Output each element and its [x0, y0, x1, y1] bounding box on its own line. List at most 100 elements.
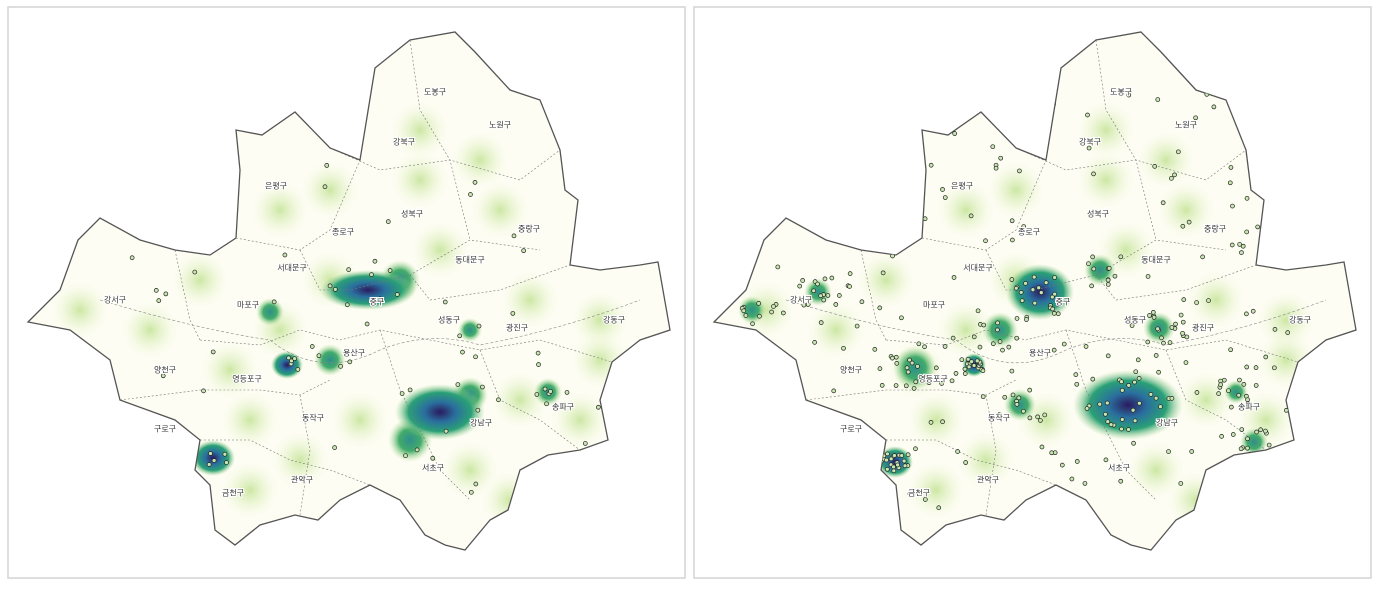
- heat-low: [988, 162, 1044, 218]
- point: [877, 305, 883, 311]
- district-label: 광진구: [1192, 323, 1214, 333]
- point: [903, 383, 909, 389]
- point: [1031, 274, 1037, 280]
- point: [271, 299, 277, 305]
- point: [1036, 285, 1042, 291]
- point: [880, 270, 886, 276]
- point: [1014, 335, 1020, 341]
- heat-mid: [458, 318, 482, 342]
- district-label: 금천구: [908, 488, 930, 498]
- point: [965, 356, 971, 362]
- point: [1147, 313, 1152, 318]
- point: [211, 458, 217, 463]
- point: [1069, 476, 1075, 482]
- district-label: 중랑구: [1204, 224, 1226, 234]
- district-label: 강북구: [393, 137, 415, 147]
- point: [1089, 283, 1094, 289]
- point: [544, 401, 549, 407]
- district-label: 종로구: [332, 228, 354, 237]
- point: [163, 291, 169, 297]
- point: [332, 445, 337, 450]
- point: [1009, 277, 1015, 282]
- point: [377, 296, 383, 302]
- point: [933, 365, 939, 371]
- heat-low: [252, 182, 308, 238]
- district-label: 강북구: [1079, 137, 1101, 147]
- point: [942, 344, 948, 349]
- point: [993, 165, 999, 171]
- point: [990, 341, 996, 347]
- heat-low: [302, 162, 358, 218]
- point: [1283, 408, 1289, 413]
- point: [1253, 383, 1259, 388]
- point: [837, 293, 842, 298]
- point: [812, 340, 817, 345]
- point: [1135, 357, 1141, 363]
- point: [1155, 326, 1160, 332]
- point: [743, 313, 749, 318]
- point: [1073, 372, 1079, 377]
- heat-low: [52, 282, 108, 338]
- district-label: 성북구: [401, 210, 423, 219]
- point: [129, 255, 135, 261]
- point: [1153, 395, 1159, 401]
- point: [289, 358, 294, 364]
- district-label: 도봉구: [424, 88, 446, 97]
- heat-high: [191, 440, 235, 476]
- district-label: 마포구: [237, 301, 259, 310]
- point: [1194, 390, 1200, 395]
- point: [286, 355, 291, 361]
- district-label: 도봉구: [1110, 88, 1132, 97]
- heat-low: [412, 222, 468, 278]
- point: [968, 213, 974, 219]
- district-label: 은평구: [265, 181, 287, 191]
- point: [1228, 347, 1234, 353]
- heat-low: [808, 302, 864, 358]
- point: [841, 345, 846, 351]
- point: [1024, 317, 1029, 322]
- point: [975, 308, 981, 314]
- heat-low: [502, 272, 558, 328]
- point: [928, 162, 934, 168]
- heat-low: [1158, 182, 1214, 238]
- district-label: 노원구: [489, 121, 511, 130]
- point: [1245, 397, 1250, 403]
- point: [1240, 243, 1246, 249]
- point: [511, 233, 517, 239]
- district-border: [1015, 147, 1247, 181]
- point: [1254, 429, 1260, 435]
- point: [1019, 298, 1025, 304]
- point: [1021, 408, 1026, 414]
- point: [1216, 391, 1221, 396]
- point: [952, 131, 958, 136]
- point: [1009, 368, 1015, 374]
- point: [922, 497, 928, 502]
- point: [324, 163, 330, 168]
- point: [1200, 254, 1205, 260]
- heat-low: [572, 292, 628, 348]
- city-outline: [712, 31, 1357, 551]
- point: [1016, 395, 1022, 401]
- point: [971, 334, 977, 340]
- point: [1105, 419, 1111, 424]
- point: [536, 362, 541, 367]
- point: [922, 216, 928, 222]
- point: [1218, 382, 1223, 387]
- point: [1169, 325, 1175, 330]
- district-label: 마포구: [923, 301, 945, 310]
- point: [1052, 291, 1058, 297]
- point: [815, 281, 820, 287]
- point: [1228, 165, 1234, 170]
- point: [153, 288, 159, 293]
- heat-low: [492, 372, 548, 428]
- district-border: [886, 439, 1057, 486]
- point: [496, 397, 501, 403]
- point: [995, 320, 1000, 326]
- point: [1106, 265, 1112, 271]
- district-label: 구로구: [154, 425, 176, 434]
- river: [785, 299, 1327, 364]
- district-label: 성동구: [438, 316, 460, 325]
- point: [1266, 442, 1272, 448]
- heat-mid: [314, 344, 346, 376]
- point: [825, 293, 831, 298]
